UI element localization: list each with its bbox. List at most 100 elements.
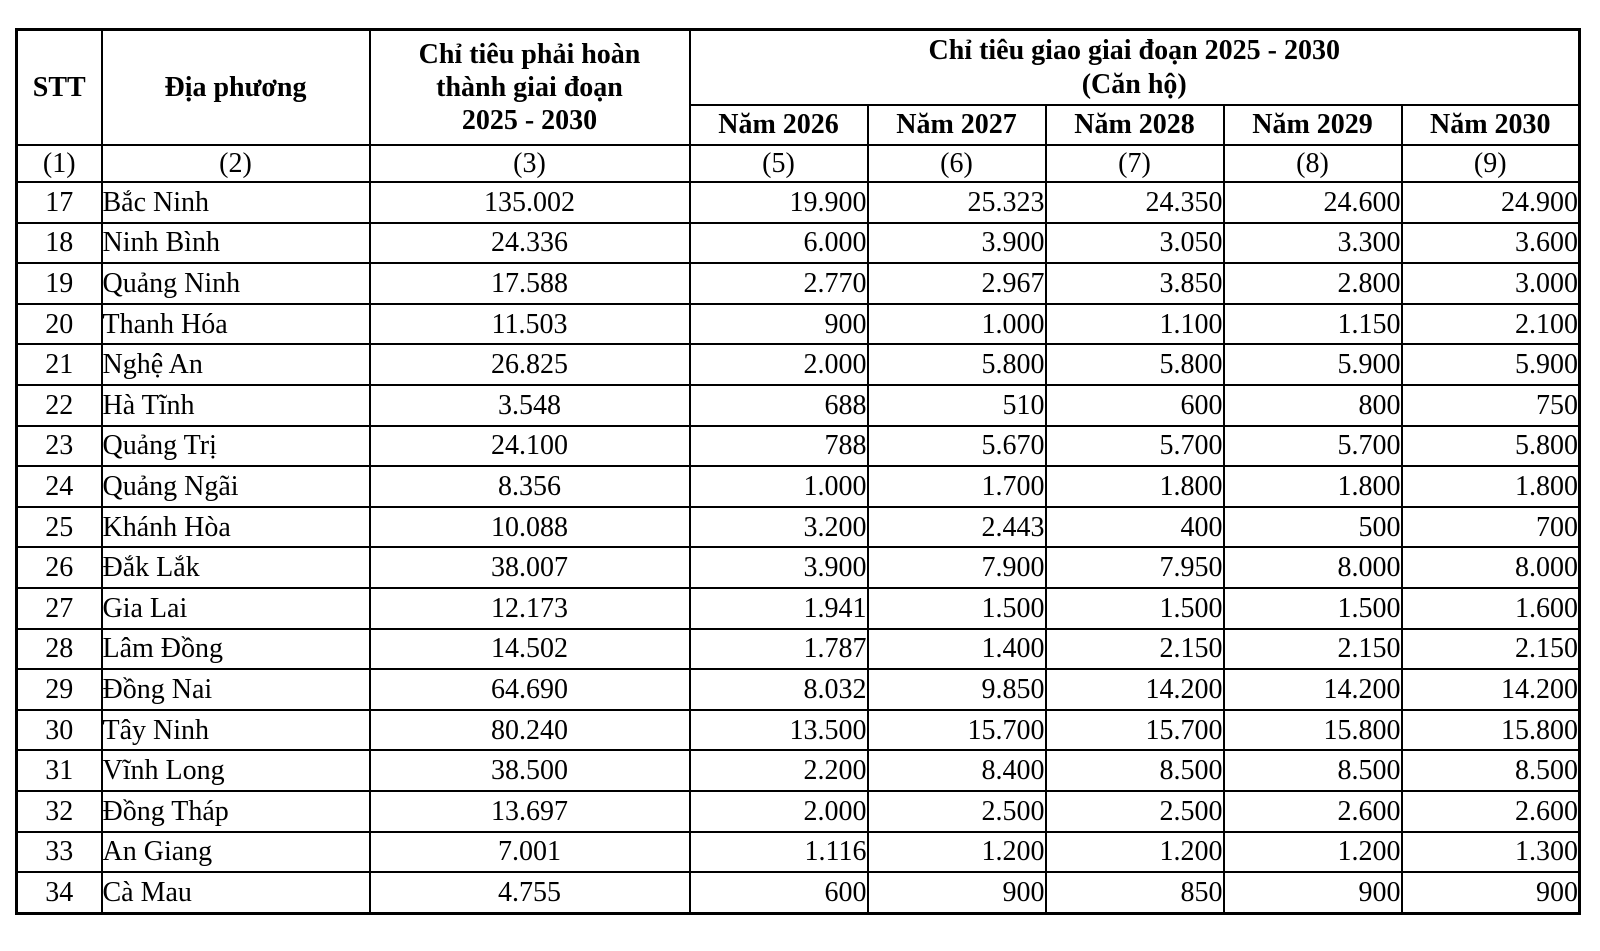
header-row-years: Năm 2026 Năm 2027 Năm 2028 Năm 2029 Năm …	[17, 104, 1581, 146]
cell-year-2030: 2.150	[1400, 627, 1581, 671]
cell-year-2027: 2.967	[866, 262, 1047, 305]
header-index-6: (6)	[866, 144, 1047, 183]
cell-year-2029: 1.800	[1222, 465, 1403, 508]
table-row: 31 Vĩnh Long 38.500 2.200 8.400 8.500 8.500 8.5…	[15, 749, 1581, 792]
cell-year-2028: 2.150	[1044, 627, 1225, 671]
cell-year-2029: 8.000	[1222, 546, 1403, 589]
cell-year-2030: 1.300	[1400, 830, 1581, 874]
cell-year-2026: 1.787	[688, 627, 869, 671]
cell-year-2029: 5.900	[1222, 343, 1403, 386]
cell-year-2030: 14.200	[1400, 668, 1581, 711]
cell-year-2027: 2.500	[866, 789, 1047, 833]
table-row: 29 Đồng Nai 64.690 8.032 9.850 14.200 14.200 14…	[15, 668, 1581, 711]
cell-year-2026: 19.900	[688, 181, 869, 224]
table-row: 26 Đắk Lắk 38.007 3.900 7.900 7.950 8.000 8.000	[15, 546, 1581, 589]
cell-year-2030: 24.900	[1400, 181, 1581, 224]
cell-target: 3.548	[368, 383, 691, 427]
cell-year-2029: 2.150	[1222, 627, 1403, 671]
cell-year-2028: 14.200	[1044, 668, 1225, 711]
cell-year-2029: 15.800	[1222, 708, 1403, 752]
cell-year-2027: 5.670	[866, 424, 1047, 468]
cell-stt: 22	[15, 383, 103, 427]
cell-year-2027: 1.400	[866, 627, 1047, 671]
header-index-3: (3)	[368, 144, 691, 183]
cell-target: 13.697	[368, 789, 691, 833]
table-row: 20 Thanh Hóa 11.503 900 1.000 1.100 1.150 2.100	[15, 302, 1581, 346]
cell-locality: Đắk Lắk	[100, 546, 371, 589]
cell-year-2026: 6.000	[688, 221, 869, 265]
cell-year-2030: 3.600	[1400, 221, 1581, 265]
cell-year-2030: 750	[1400, 383, 1581, 427]
cell-year-2030: 2.100	[1400, 302, 1581, 346]
cell-year-2027: 1.200	[866, 830, 1047, 874]
header-year-2029: Năm 2029	[1222, 104, 1403, 146]
cell-target: 17.588	[368, 262, 691, 305]
header-index-9: (9)	[1400, 144, 1581, 183]
cell-year-2028: 400	[1044, 505, 1225, 549]
cell-year-2028: 3.850	[1044, 262, 1225, 305]
cell-target: 38.007	[368, 546, 691, 589]
cell-stt: 24	[15, 465, 103, 508]
cell-stt: 29	[15, 668, 103, 711]
cell-year-2027: 3.900	[866, 221, 1047, 265]
cell-year-2026: 1.000	[688, 465, 869, 508]
cell-year-2026: 1.941	[688, 586, 869, 630]
table-row: 24 Quảng Ngãi 8.356 1.000 1.700 1.800 1.800 1.8…	[15, 465, 1581, 508]
cell-year-2028: 1.500	[1044, 586, 1225, 630]
cell-year-2030: 900	[1400, 871, 1581, 915]
cell-year-2028: 7.950	[1044, 546, 1225, 589]
cell-year-2028: 2.500	[1044, 789, 1225, 833]
cell-year-2027: 8.400	[866, 749, 1047, 792]
header-year-2028: Năm 2028	[1044, 104, 1225, 146]
cell-target: 64.690	[368, 668, 691, 711]
cell-locality: Bắc Ninh	[100, 181, 371, 224]
table-row: 22 Hà Tĩnh 3.548 688 510 600 800 750	[15, 383, 1581, 427]
cell-locality: Quảng Ninh	[100, 262, 371, 305]
cell-year-2028: 15.700	[1044, 708, 1225, 752]
cell-year-2028: 850	[1044, 871, 1225, 915]
cell-year-2027: 7.900	[866, 546, 1047, 589]
header-year-2030: Năm 2030	[1400, 104, 1581, 146]
cell-year-2027: 9.850	[866, 668, 1047, 711]
cell-locality: Quảng Ngãi	[100, 465, 371, 508]
cell-year-2027: 1.500	[866, 586, 1047, 630]
cell-year-2027: 15.700	[866, 708, 1047, 752]
cell-year-2028: 8.500	[1044, 749, 1225, 792]
cell-year-2029: 1.150	[1222, 302, 1403, 346]
header-row-top: STT Địa phương Chỉ tiêu phải hoàn thành …	[15, 28, 1581, 146]
cell-year-2029: 500	[1222, 505, 1403, 549]
cell-target: 135.002	[368, 181, 691, 224]
table-row: 18 Ninh Bình 24.336 6.000 3.900 3.050 3.300 3.6…	[15, 221, 1581, 265]
header-locality: Địa phương	[100, 28, 371, 146]
cell-stt: 19	[15, 262, 103, 305]
cell-year-2026: 2.770	[688, 262, 869, 305]
cell-year-2026: 688	[688, 383, 869, 427]
cell-locality: Đồng Tháp	[100, 789, 371, 833]
cell-year-2028: 5.700	[1044, 424, 1225, 468]
table-row: 33 An Giang 7.001 1.116 1.200 1.200 1.200 1.300	[15, 830, 1581, 874]
cell-locality: Hà Tĩnh	[100, 383, 371, 427]
cell-year-2030: 1.800	[1400, 465, 1581, 508]
cell-year-2026: 900	[688, 302, 869, 346]
cell-year-2027: 5.800	[866, 343, 1047, 386]
cell-year-2029: 800	[1222, 383, 1403, 427]
header-index-8: (8)	[1222, 144, 1403, 183]
cell-year-2026: 1.116	[688, 830, 869, 874]
cell-year-2030: 2.600	[1400, 789, 1581, 833]
header-index-5: (5)	[688, 144, 869, 183]
cell-year-2030: 5.900	[1400, 343, 1581, 386]
header-year-2026: Năm 2026	[688, 104, 869, 146]
cell-year-2027: 510	[866, 383, 1047, 427]
header-year-2027: Năm 2027	[866, 104, 1047, 146]
cell-year-2029: 2.800	[1222, 262, 1403, 305]
table-row: 34 Cà Mau 4.755 600 900 850 900 900	[15, 871, 1581, 915]
cell-year-2027: 900	[866, 871, 1047, 915]
cell-year-2030: 5.800	[1400, 424, 1581, 468]
cell-locality: Quảng Trị	[100, 424, 371, 468]
header-row-indices: (1) (2) (3) (5) (6) (7) (8) (9)	[15, 144, 1581, 183]
cell-stt: 34	[15, 871, 103, 915]
table-row: 23 Quảng Trị 24.100 788 5.670 5.700 5.700 5.800	[15, 424, 1581, 468]
cell-stt: 26	[15, 546, 103, 589]
table-header: STT Địa phương Chỉ tiêu phải hoàn thành …	[15, 28, 1581, 183]
